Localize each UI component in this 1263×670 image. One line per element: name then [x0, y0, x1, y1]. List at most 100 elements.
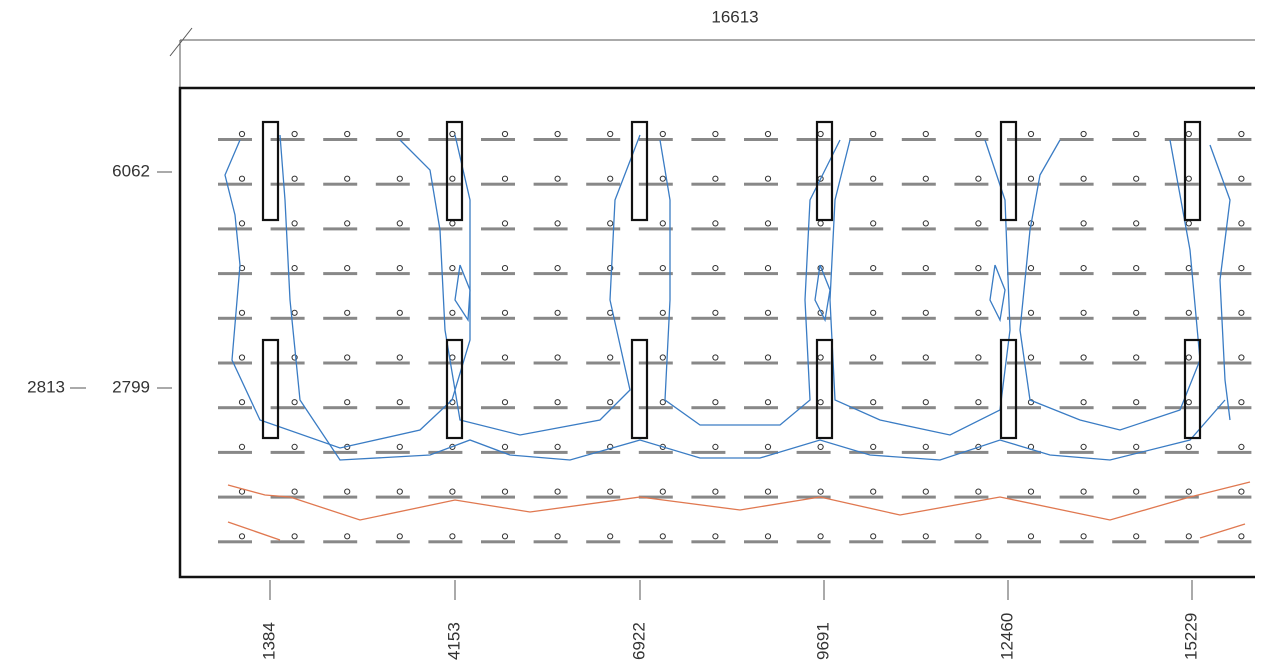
borehole — [1238, 175, 1245, 182]
borehole-label — [954, 138, 989, 141]
borehole-label — [1112, 495, 1147, 499]
borehole-label — [533, 316, 568, 320]
site-boundary — [178, 86, 1255, 579]
borehole-label — [218, 540, 252, 544]
borehole-label — [796, 406, 831, 410]
borehole — [607, 130, 614, 138]
borehole-label — [744, 272, 778, 276]
borehole — [712, 309, 719, 316]
borehole-label — [1007, 495, 1041, 499]
borehole — [659, 309, 666, 316]
borehole-label — [901, 272, 936, 276]
borehole-label — [270, 406, 305, 410]
dimension-tick — [169, 27, 193, 57]
borehole-label — [218, 406, 252, 410]
borehole-label — [270, 138, 305, 141]
borehole — [501, 220, 509, 227]
borehole — [764, 443, 772, 450]
test-pit — [261, 120, 280, 222]
borehole — [396, 533, 403, 540]
borehole — [659, 488, 666, 495]
borehole-label — [375, 450, 410, 454]
borehole — [975, 533, 982, 540]
borehole — [1080, 309, 1087, 316]
borehole-label — [796, 272, 831, 276]
borehole — [449, 488, 456, 495]
borehole — [344, 399, 351, 406]
borehole-label — [586, 227, 621, 231]
borehole-label — [218, 361, 252, 365]
borehole-label — [1007, 138, 1041, 141]
borehole-label — [796, 450, 831, 454]
borehole-label — [1007, 450, 1041, 454]
borehole-label — [1007, 227, 1041, 231]
borehole-label — [375, 540, 410, 544]
contour — [1209, 144, 1231, 421]
borehole — [659, 399, 666, 406]
borehole — [975, 265, 982, 272]
borehole — [554, 309, 561, 316]
borehole-label — [428, 495, 463, 499]
borehole — [764, 175, 772, 182]
borehole — [607, 354, 614, 361]
bottom-dimension: 6922 — [629, 622, 648, 660]
borehole-label — [1217, 450, 1252, 454]
borehole — [344, 130, 351, 138]
borehole-label — [1007, 316, 1041, 320]
borehole-label — [481, 406, 515, 410]
test-pit — [630, 120, 649, 222]
borehole — [1027, 175, 1035, 182]
borehole-label — [375, 316, 410, 320]
borehole — [607, 220, 614, 227]
borehole-label — [954, 495, 989, 499]
borehole-label — [954, 361, 989, 365]
borehole-label — [323, 495, 358, 499]
borehole-label — [1164, 361, 1199, 365]
borehole — [922, 443, 929, 450]
borehole-label — [901, 316, 936, 320]
borehole — [554, 220, 561, 227]
borehole — [449, 130, 456, 138]
borehole-label — [1112, 361, 1147, 365]
borehole — [712, 220, 719, 227]
borehole — [396, 265, 403, 272]
borehole — [764, 130, 772, 138]
test-pit — [1183, 338, 1202, 440]
borehole-label — [1059, 272, 1094, 276]
borehole — [764, 220, 772, 227]
borehole-label — [533, 227, 568, 231]
borehole — [238, 130, 246, 138]
borehole — [1185, 175, 1192, 182]
borehole — [1080, 130, 1087, 138]
contour — [989, 264, 1006, 323]
borehole-label — [375, 495, 410, 499]
borehole-label — [849, 227, 884, 231]
borehole-label — [323, 138, 358, 141]
borehole — [291, 220, 298, 227]
test-pit — [261, 338, 280, 440]
borehole-label — [428, 182, 463, 186]
borehole-label — [691, 540, 726, 544]
borehole — [238, 443, 246, 450]
borehole — [817, 130, 824, 138]
borehole — [1238, 443, 1245, 450]
borehole-label — [1007, 182, 1041, 186]
borehole-label — [1112, 540, 1147, 544]
borehole — [1185, 443, 1192, 450]
borehole-label — [691, 272, 726, 276]
borehole — [975, 175, 982, 182]
borehole-label — [270, 272, 305, 276]
borehole-label — [849, 406, 884, 410]
borehole-label — [481, 361, 515, 365]
borehole — [1080, 443, 1087, 450]
borehole — [501, 309, 509, 316]
borehole-label — [954, 227, 989, 231]
borehole-label — [218, 227, 252, 231]
borehole-label — [586, 272, 621, 276]
borehole — [396, 130, 403, 138]
borehole — [1027, 130, 1035, 138]
borehole-label — [691, 227, 726, 231]
borehole-label — [586, 406, 621, 410]
borehole-label — [901, 540, 936, 544]
